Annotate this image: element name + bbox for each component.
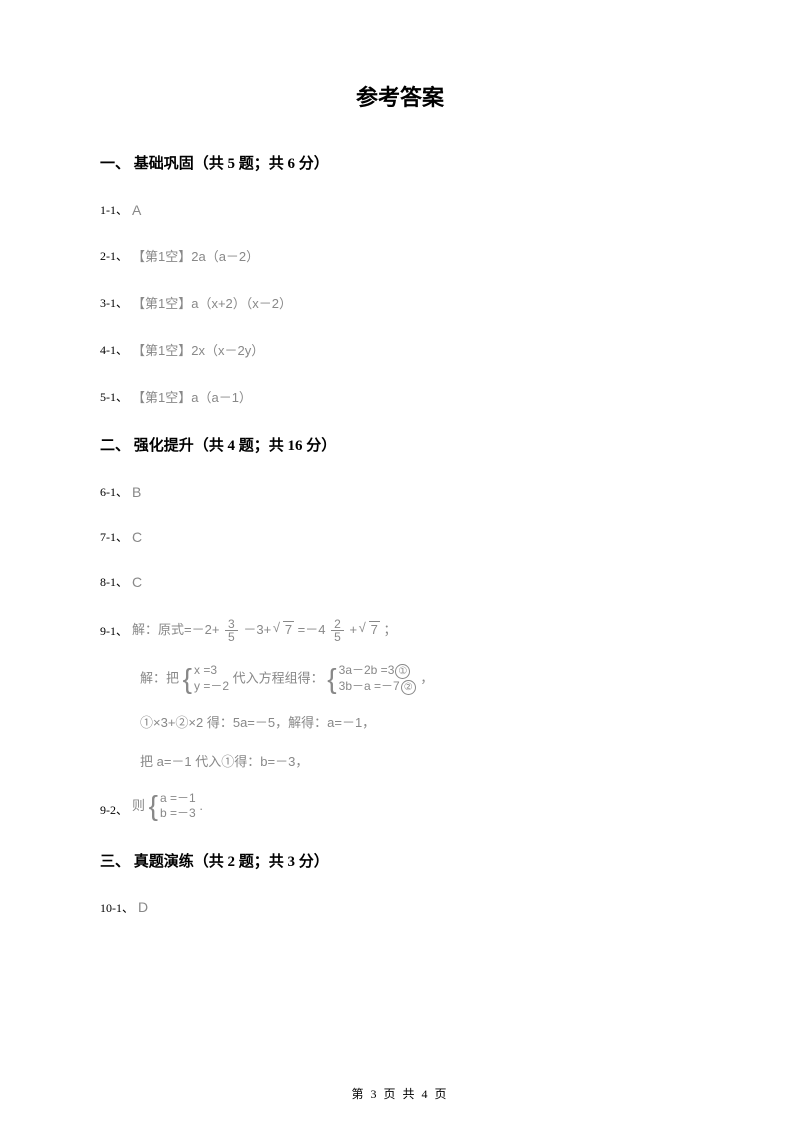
text: . (199, 798, 203, 813)
answer-num: 2-1、 (100, 247, 128, 264)
equation: b =－3 (160, 806, 196, 822)
answer-num: 6-1、 (100, 483, 128, 500)
answer-7-1: 7-1、 C (100, 528, 700, 545)
section-2-header: 二、 强化提升（共 4 题；共 16 分） (100, 434, 700, 455)
page-footer: 第 3 页 共 4 页 (0, 1085, 800, 1102)
denominator: 5 (225, 631, 238, 643)
answer-1-1: 1-1、 A (100, 201, 700, 218)
answer-num: 7-1、 (100, 528, 128, 545)
answer-num: 10-1、 (100, 899, 134, 916)
page-title: 参考答案 (100, 80, 700, 112)
answer-content: A (132, 202, 141, 218)
answer-5-1: 5-1、 【第1空】a（a－1） (100, 387, 700, 406)
answer-9-2: 9-2、 则 { a =－1 b =－3 . (100, 791, 700, 822)
equation: 3a－2b =3 (339, 663, 395, 677)
answer-8-1: 8-1、 C (100, 573, 700, 590)
answer-content: 【第1空】a（x+2）（x－2） (132, 293, 292, 312)
answer-4-1: 4-1、 【第1空】2x（x－2y） (100, 340, 700, 359)
denominator: 5 (331, 631, 344, 643)
solution-9-2-step2: ①×3+②×2 得：5a=－5，解得：a=－1， (140, 713, 700, 734)
answer-content: 【第1空】2a（a－2） (132, 246, 259, 265)
text: =－4 (298, 622, 326, 637)
answer-num: 3-1、 (100, 294, 128, 311)
text: －3+ (243, 622, 271, 637)
solution-9-2-step3: 把 a=－1 代入①得：b=－3， (140, 752, 700, 773)
equation-system: { x =3 y =－2 (183, 663, 229, 694)
equation-line: 3b－a =－7② (339, 679, 417, 695)
square-root: 7 (361, 622, 380, 637)
answer-content: 【第1空】2x（x－2y） (132, 340, 264, 359)
text: 则 (132, 798, 145, 813)
answer-10-1: 10-1、 D (100, 899, 700, 916)
system-content: x =3 y =－2 (194, 663, 229, 694)
radicand: 7 (369, 621, 380, 637)
solution-expression: 解：原式=－2+ 3 5 －3+ 7 =－4 2 5 + 7 ； (132, 618, 397, 643)
answer-content: C (132, 574, 142, 590)
brace-icon: { (183, 669, 192, 689)
answer-num: 5-1、 (100, 388, 128, 405)
answer-num: 8-1、 (100, 573, 128, 590)
circled-number: ① (395, 664, 410, 679)
answer-6-1: 6-1、 B (100, 483, 700, 500)
equation: y =－2 (194, 679, 229, 695)
system-content: a =－1 b =－3 (160, 791, 196, 822)
equation-line: 3a－2b =3① (339, 663, 417, 679)
answer-content: 【第1空】a（a－1） (132, 387, 252, 406)
radicand: 7 (283, 621, 294, 637)
brace-icon: { (327, 669, 336, 689)
answer-num: 9-1、 (100, 622, 128, 639)
fraction: 2 5 (331, 618, 344, 643)
circled-number: ② (401, 680, 416, 695)
answer-num: 4-1、 (100, 341, 128, 358)
solution-9-2-step1: 解：把 { x =3 y =－2 代入方程组得： { 3a－2b =3① 3b－… (140, 663, 700, 695)
answer-9-1: 9-1、 解：原式=－2+ 3 5 －3+ 7 =－4 2 5 + 7 ； (100, 618, 700, 643)
solution-result: 则 { a =－1 b =－3 . (132, 791, 203, 822)
square-root: 7 (275, 622, 294, 637)
answer-content: D (138, 899, 148, 915)
section-1-header: 一、 基础巩固（共 5 题；共 6 分） (100, 152, 700, 173)
equation: 3b－a =－7 (339, 679, 400, 693)
brace-icon: { (149, 796, 158, 816)
text: 代入方程组得： (233, 670, 324, 685)
answer-2-1: 2-1、 【第1空】2a（a－2） (100, 246, 700, 265)
answer-content: B (132, 484, 141, 500)
equation-system: { 3a－2b =3① 3b－a =－7② (327, 663, 416, 695)
text: ， (420, 670, 433, 685)
section-3-header: 三、 真题演练（共 2 题；共 3 分） (100, 850, 700, 871)
equation: x =3 (194, 663, 229, 679)
answer-num: 9-2、 (100, 801, 128, 818)
answer-content: C (132, 529, 142, 545)
text: 解：原式=－2+ (132, 622, 219, 637)
text: 解：把 (140, 670, 179, 685)
equation: a =－1 (160, 791, 196, 807)
answer-3-1: 3-1、 【第1空】a（x+2）（x－2） (100, 293, 700, 312)
fraction: 3 5 (225, 618, 238, 643)
equation-system: { a =－1 b =－3 (149, 791, 196, 822)
answer-num: 1-1、 (100, 201, 128, 218)
system-content: 3a－2b =3① 3b－a =－7② (339, 663, 417, 695)
text: ； (384, 622, 397, 637)
